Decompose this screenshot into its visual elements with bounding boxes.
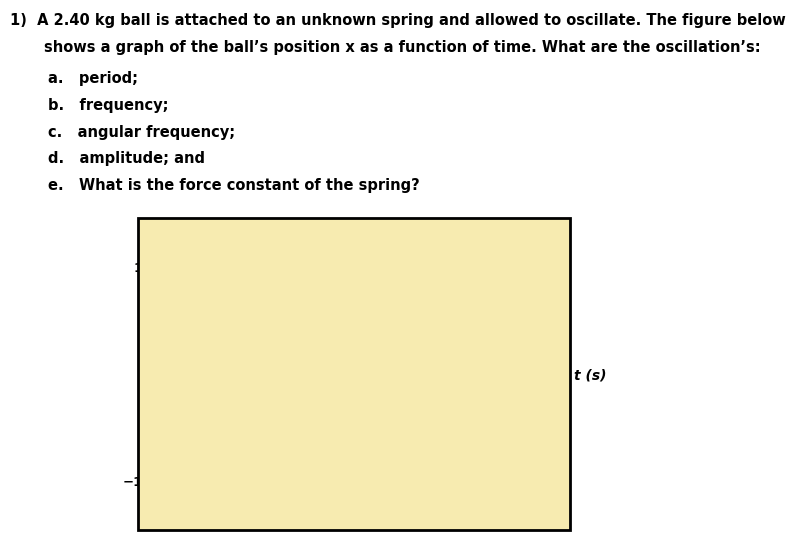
Text: 1)  A 2.40 kg ball is attached to an unknown spring and allowed to oscillate. Th: 1) A 2.40 kg ball is attached to an unkn… xyxy=(10,13,785,28)
Text: −10.0: −10.0 xyxy=(122,476,166,489)
Text: t (s): t (s) xyxy=(574,368,607,382)
Text: d.   amplitude; and: d. amplitude; and xyxy=(48,151,205,166)
Text: shows a graph of the ball’s position x as a function of time. What are the oscil: shows a graph of the ball’s position x a… xyxy=(44,40,761,55)
Text: 15.0: 15.0 xyxy=(514,515,546,528)
Text: x (cm): x (cm) xyxy=(198,233,252,248)
Text: c.   angular frequency;: c. angular frequency; xyxy=(48,125,235,140)
Text: a.   period;: a. period; xyxy=(48,71,138,86)
Text: b.   frequency;: b. frequency; xyxy=(48,98,169,113)
Text: e.   What is the force constant of the spring?: e. What is the force constant of the spr… xyxy=(48,178,419,193)
Text: 10.0: 10.0 xyxy=(133,262,166,275)
Text: 5.0: 5.0 xyxy=(278,515,302,528)
Text: O: O xyxy=(154,389,166,403)
Text: 10.0: 10.0 xyxy=(394,515,427,528)
